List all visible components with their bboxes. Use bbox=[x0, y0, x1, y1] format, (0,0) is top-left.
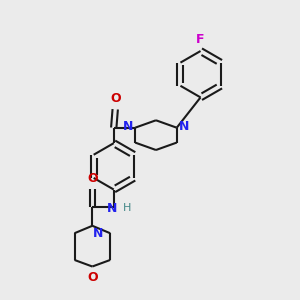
Text: O: O bbox=[87, 172, 98, 185]
Text: N: N bbox=[93, 227, 103, 240]
Text: N: N bbox=[123, 120, 133, 133]
Text: N: N bbox=[179, 120, 189, 133]
Text: O: O bbox=[110, 92, 121, 105]
Text: H: H bbox=[123, 203, 132, 213]
Text: F: F bbox=[196, 33, 205, 46]
Text: N: N bbox=[107, 202, 117, 215]
Text: O: O bbox=[87, 271, 98, 284]
